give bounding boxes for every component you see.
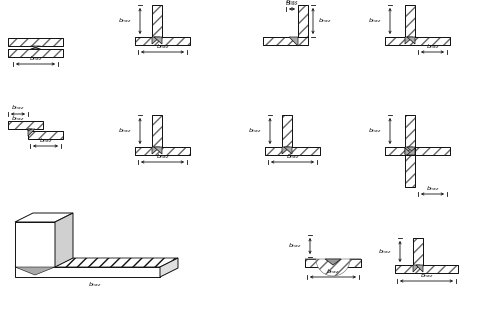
Polygon shape <box>15 267 55 275</box>
Polygon shape <box>305 259 361 276</box>
Bar <box>405 5 415 37</box>
Polygon shape <box>152 147 160 154</box>
Bar <box>395 265 458 273</box>
Text: $b_{haz}$: $b_{haz}$ <box>39 137 53 146</box>
Polygon shape <box>405 148 413 155</box>
Polygon shape <box>407 147 415 154</box>
Text: $b_{haz}$: $b_{haz}$ <box>318 17 332 26</box>
Bar <box>385 147 450 155</box>
Text: $b_{haz}$: $b_{haz}$ <box>288 242 302 250</box>
Bar <box>28 131 63 139</box>
Bar <box>265 147 320 155</box>
Polygon shape <box>30 47 41 49</box>
Text: $b_{haz}$: $b_{haz}$ <box>286 153 300 162</box>
Bar <box>405 5 415 37</box>
Bar <box>152 5 162 37</box>
Polygon shape <box>154 37 162 44</box>
Text: $b_{haz}$: $b_{haz}$ <box>11 103 25 112</box>
Bar <box>305 259 333 267</box>
Text: $b_{haz}$: $b_{haz}$ <box>420 271 434 281</box>
Text: $b_{haz}$: $b_{haz}$ <box>285 0 299 9</box>
Text: $b_{haz}$: $b_{haz}$ <box>285 0 299 7</box>
Bar <box>395 265 458 273</box>
Bar <box>8 121 43 129</box>
Polygon shape <box>325 259 341 265</box>
Polygon shape <box>30 46 41 47</box>
Bar <box>298 5 308 37</box>
Bar <box>413 238 423 265</box>
Polygon shape <box>407 148 415 155</box>
Polygon shape <box>282 147 290 154</box>
Bar <box>8 121 43 129</box>
Polygon shape <box>15 222 55 267</box>
Polygon shape <box>15 267 160 277</box>
Polygon shape <box>152 37 160 44</box>
Polygon shape <box>160 258 178 277</box>
Bar <box>413 238 423 265</box>
Text: $b_{haz}$: $b_{haz}$ <box>118 127 132 135</box>
Text: $b_{haz}$: $b_{haz}$ <box>378 247 392 256</box>
Bar <box>282 115 292 147</box>
Bar <box>152 115 162 147</box>
Text: $b_{haz}$: $b_{haz}$ <box>426 184 439 194</box>
Bar <box>298 5 308 37</box>
Text: $b_{haz}$: $b_{haz}$ <box>426 43 439 51</box>
Bar <box>305 259 333 267</box>
Bar <box>385 37 450 45</box>
Bar <box>135 147 190 155</box>
Polygon shape <box>407 37 415 44</box>
Polygon shape <box>28 129 32 131</box>
Bar <box>405 115 415 187</box>
Polygon shape <box>15 258 73 267</box>
Polygon shape <box>289 37 298 46</box>
Bar <box>385 37 450 45</box>
Bar <box>263 37 308 45</box>
Polygon shape <box>15 213 73 222</box>
Bar <box>8 49 63 57</box>
Polygon shape <box>154 147 162 154</box>
Bar <box>333 259 361 267</box>
Text: $b_{haz}$: $b_{haz}$ <box>118 17 132 26</box>
Text: $b_{haz}$: $b_{haz}$ <box>29 55 42 63</box>
Bar <box>385 147 450 155</box>
Bar <box>282 115 292 147</box>
Bar <box>28 131 63 139</box>
Text: $b_{haz}$: $b_{haz}$ <box>156 153 170 162</box>
Text: $b_{haz}$: $b_{haz}$ <box>156 43 170 51</box>
Polygon shape <box>416 265 423 272</box>
Bar <box>263 37 308 45</box>
Text: $b_{haz}$: $b_{haz}$ <box>248 127 262 135</box>
Polygon shape <box>284 147 292 154</box>
Bar <box>333 259 361 267</box>
Polygon shape <box>405 147 413 154</box>
Bar <box>8 38 63 46</box>
Polygon shape <box>405 37 413 44</box>
Bar <box>152 5 162 37</box>
Polygon shape <box>28 129 35 136</box>
Text: $b_{haz}$: $b_{haz}$ <box>11 114 25 124</box>
Bar <box>8 38 63 46</box>
Text: $b_{haz}$: $b_{haz}$ <box>88 281 102 289</box>
Bar <box>135 37 190 45</box>
Polygon shape <box>55 213 73 267</box>
Text: $b_{haz}$: $b_{haz}$ <box>326 267 340 276</box>
Bar <box>152 115 162 147</box>
Bar <box>265 147 320 155</box>
Bar <box>405 115 415 187</box>
Text: $b_{haz}$: $b_{haz}$ <box>368 127 382 135</box>
Polygon shape <box>413 265 420 272</box>
Bar <box>135 147 190 155</box>
Bar <box>8 49 63 57</box>
Bar <box>135 37 190 45</box>
Polygon shape <box>15 258 178 267</box>
Text: $b_{haz}$: $b_{haz}$ <box>368 17 382 26</box>
